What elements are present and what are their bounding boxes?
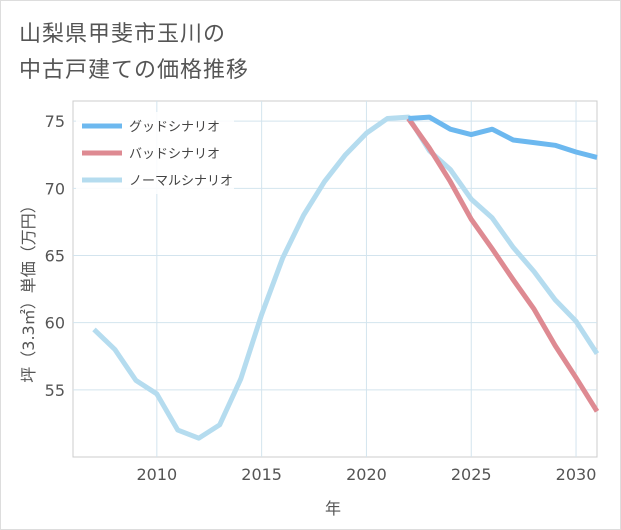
x-tick-label: 2010 — [136, 465, 177, 484]
x-tick-label: 2025 — [451, 465, 492, 484]
legend-label-0: グッドシナリオ — [129, 120, 220, 135]
series-line-0 — [408, 114, 598, 160]
legend-label-2: ノーマルシナリオ — [129, 174, 233, 189]
y-axis-label: 坪（3.3㎡）単価（万円） — [19, 197, 38, 382]
chart-title: 山梨県甲斐市玉川の 中古戸建ての価格推移 — [19, 17, 249, 89]
legend-label-1: バッドシナリオ — [129, 147, 220, 162]
x-tick-label: 2030 — [556, 465, 597, 484]
x-axis-label: 年 — [325, 499, 341, 518]
y-tick-label: 55 — [45, 381, 65, 400]
x-tick-label: 2015 — [241, 465, 282, 484]
y-tick-label: 75 — [45, 112, 65, 131]
x-tick-label: 2020 — [346, 465, 387, 484]
y-tick-label: 65 — [45, 246, 65, 265]
plot-area — [72, 100, 598, 458]
y-tick-label: 70 — [45, 179, 65, 198]
chart-title-line-1: 山梨県甲斐市玉川の — [19, 22, 227, 47]
series-line-1 — [406, 117, 600, 413]
chart-title-line-2: 中古戸建ての価格推移 — [19, 58, 250, 83]
series-line-2 — [92, 114, 600, 441]
y-tick-label: 60 — [45, 314, 65, 333]
